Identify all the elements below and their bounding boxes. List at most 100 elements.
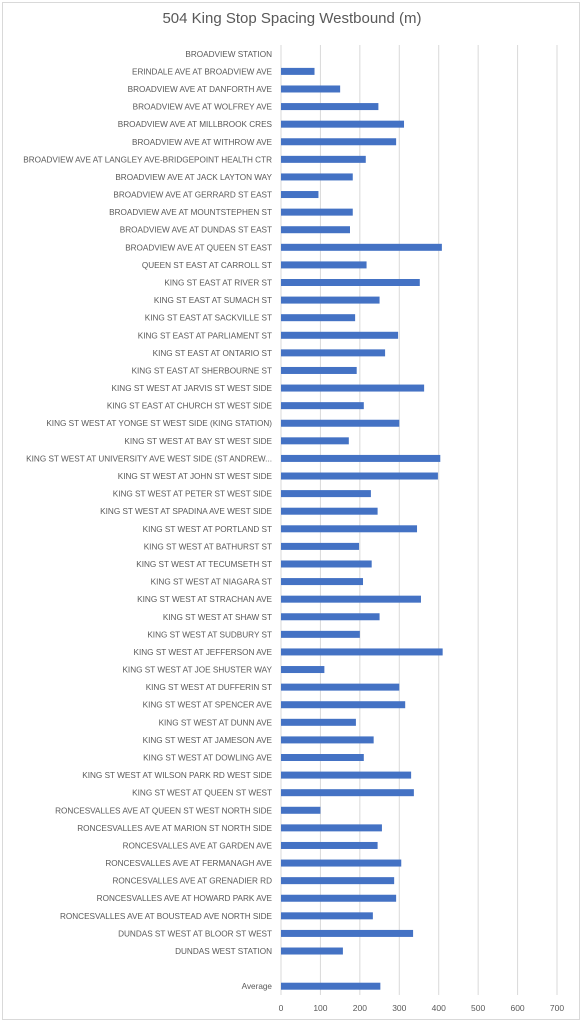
x-tick-label: 100 bbox=[313, 1003, 327, 1013]
category-label: KING ST EAST AT RIVER ST bbox=[164, 279, 272, 288]
bar bbox=[281, 138, 397, 146]
x-tick-label: 500 bbox=[471, 1003, 485, 1013]
category-label: BROADVIEW AVE AT DUNDAS ST EAST bbox=[120, 226, 272, 235]
category-label: KING ST WEST AT PORTLAND ST bbox=[143, 525, 272, 534]
bar bbox=[281, 683, 400, 691]
bar bbox=[281, 402, 364, 410]
category-label: RONCESVALLES AVE AT GRENADIER RD bbox=[112, 877, 272, 886]
category-label: KING ST WEST AT PETER ST WEST SIDE bbox=[113, 490, 273, 499]
category-label: KING ST WEST AT DUNN AVE bbox=[159, 718, 273, 727]
bar bbox=[281, 648, 443, 656]
bar bbox=[281, 806, 321, 814]
category-label: KING ST WEST AT JOHN ST WEST SIDE bbox=[118, 472, 273, 481]
category-label: QUEEN ST EAST AT CARROLL ST bbox=[142, 261, 272, 270]
category-label: KING ST WEST AT JARVIS ST WEST SIDE bbox=[112, 384, 273, 393]
category-label: KING ST WEST AT BAY ST WEST SIDE bbox=[124, 437, 272, 446]
bar bbox=[281, 771, 412, 779]
bar bbox=[281, 208, 353, 216]
category-label: BROADVIEW AVE AT MILLBROOK CRES bbox=[118, 120, 273, 129]
bar bbox=[281, 103, 379, 111]
category-label: KING ST WEST AT JAMESON AVE bbox=[143, 736, 273, 745]
bar bbox=[281, 754, 364, 761]
category-label: KING ST WEST AT QUEEN ST WEST bbox=[132, 789, 272, 798]
bar bbox=[281, 824, 382, 832]
bar bbox=[281, 67, 315, 75]
bar bbox=[281, 666, 325, 674]
bar bbox=[281, 701, 406, 709]
bar bbox=[281, 384, 425, 392]
bar bbox=[281, 120, 405, 128]
category-label: KING ST WEST AT UNIVERSITY AVE WEST SIDE… bbox=[26, 454, 272, 463]
bar bbox=[281, 366, 357, 374]
category-label: KING ST WEST AT STRACHAN AVE bbox=[137, 595, 272, 604]
category-label: KING ST EAST AT CHURCH ST WEST SIDE bbox=[107, 402, 273, 411]
category-label: KING ST EAST AT SHERBOURNE ST bbox=[132, 366, 272, 375]
bar bbox=[281, 349, 386, 357]
bar bbox=[281, 243, 442, 251]
category-label: BROADVIEW AVE AT JACK LAYTON WAY bbox=[115, 173, 272, 182]
category-label: KING ST WEST AT BATHURST ST bbox=[144, 542, 272, 551]
x-tick-label: 400 bbox=[432, 1003, 446, 1013]
bar bbox=[281, 85, 341, 93]
bar bbox=[281, 929, 414, 937]
bar bbox=[281, 507, 378, 515]
category-label: KING ST WEST AT YONGE ST WEST SIDE (KING… bbox=[46, 419, 272, 428]
bar bbox=[281, 912, 373, 920]
category-label: KING ST WEST AT JOE SHUSTER WAY bbox=[122, 666, 272, 675]
category-label: BROADVIEW AVE AT GERRARD ST EAST bbox=[113, 191, 272, 200]
bar bbox=[281, 226, 350, 234]
category-label: DUNDAS WEST STATION bbox=[175, 947, 272, 956]
bar bbox=[281, 279, 420, 286]
bar bbox=[281, 472, 438, 480]
bar bbox=[281, 296, 380, 304]
bar bbox=[281, 595, 421, 603]
category-label: BROADVIEW AVE AT LANGLEY AVE-BRIDGEPOINT… bbox=[23, 155, 272, 164]
bar bbox=[281, 490, 371, 498]
x-tick-label: 200 bbox=[353, 1003, 367, 1013]
x-tick-label: 700 bbox=[550, 1003, 564, 1013]
category-label: RONCESVALLES AVE AT BOUSTEAD AVE NORTH S… bbox=[60, 912, 273, 921]
category-label: KING ST WEST AT SUDBURY ST bbox=[147, 630, 272, 639]
category-label: KING ST WEST AT TECUMSETH ST bbox=[136, 560, 272, 569]
bar bbox=[281, 542, 360, 550]
chart-title: 504 King Stop Spacing Westbound (m) bbox=[162, 10, 422, 27]
bar bbox=[281, 261, 367, 269]
category-label: BROADVIEW AVE AT WITHROW AVE bbox=[132, 138, 273, 147]
category-label: KING ST WEST AT JEFFERSON AVE bbox=[134, 648, 273, 657]
bar bbox=[281, 894, 397, 902]
bar bbox=[281, 736, 374, 744]
category-label: KING ST WEST AT DUFFERIN ST bbox=[146, 683, 272, 692]
bar bbox=[281, 191, 319, 199]
bar bbox=[281, 525, 418, 533]
category-label: KING ST EAST AT SACKVILLE ST bbox=[145, 314, 272, 323]
bar bbox=[281, 173, 353, 181]
bar bbox=[281, 578, 364, 586]
category-label: RONCESVALLES AVE AT HOWARD PARK AVE bbox=[97, 894, 273, 903]
category-label: KING ST EAST AT PARLIAMENT ST bbox=[138, 331, 272, 340]
category-label: RONCESVALLES AVE AT GARDEN AVE bbox=[123, 841, 273, 850]
bar bbox=[281, 314, 356, 322]
category-label: KING ST WEST AT NIAGARA ST bbox=[151, 578, 272, 587]
category-label: KING ST WEST AT WILSON PARK RD WEST SIDE bbox=[82, 771, 272, 780]
bar bbox=[281, 419, 400, 427]
category-label: BROADVIEW STATION bbox=[185, 50, 272, 59]
bar bbox=[281, 982, 381, 990]
category-label: ERINDALE AVE AT BROADVIEW AVE bbox=[132, 67, 273, 76]
bar bbox=[281, 155, 366, 163]
category-label: KING ST EAST AT SUMACH ST bbox=[154, 296, 272, 305]
bar bbox=[281, 789, 414, 797]
x-tick-label: 0 bbox=[279, 1003, 284, 1013]
bar bbox=[281, 630, 360, 638]
x-tick-label: 600 bbox=[510, 1003, 524, 1013]
category-label: RONCESVALLES AVE AT FERMANAGH AVE bbox=[105, 859, 272, 868]
category-label: RONCESVALLES AVE AT MARION ST NORTH SIDE bbox=[77, 824, 272, 833]
category-label: KING ST EAST AT ONTARIO ST bbox=[153, 349, 272, 358]
category-label: RONCESVALLES AVE AT QUEEN ST WEST NORTH … bbox=[55, 806, 272, 815]
bar bbox=[281, 331, 399, 339]
bar bbox=[281, 877, 395, 885]
category-label: DUNDAS ST WEST AT BLOOR ST WEST bbox=[118, 929, 272, 938]
category-label: KING ST WEST AT SPENCER AVE bbox=[143, 701, 273, 710]
bar bbox=[281, 560, 372, 568]
bar bbox=[281, 947, 343, 955]
bar bbox=[281, 454, 441, 462]
